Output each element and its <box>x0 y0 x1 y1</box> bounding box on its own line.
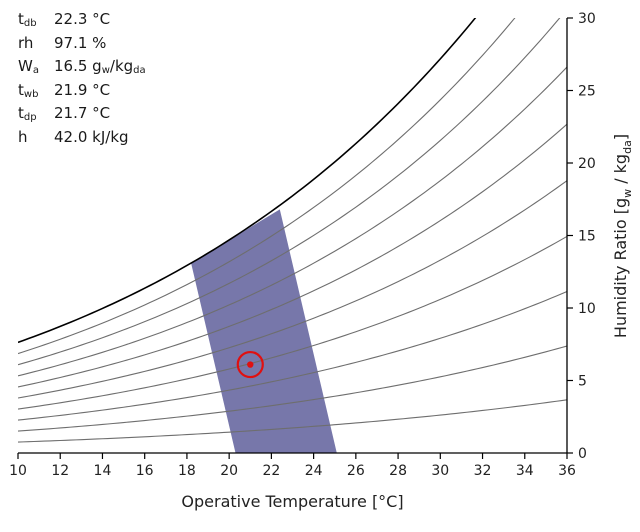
state-point-layer <box>236 350 264 379</box>
y-axis-title-main: Humidity Ratio [g <box>611 198 630 338</box>
readout-value-w: 16.5 g <box>54 57 102 76</box>
readout-symbol: rh <box>18 32 54 56</box>
x-tick-label: 26 <box>347 463 365 479</box>
symbol-main: rh <box>18 33 34 52</box>
readout-value-tdp: 21.7 °C <box>54 104 111 123</box>
readout-symbol: tdb <box>18 8 54 36</box>
comfort-zone <box>191 209 337 453</box>
readout-row-tdp: tdp 21.7 °C <box>18 102 146 126</box>
unit-mid: /kg <box>109 57 134 76</box>
symbol-sub: a <box>32 65 39 77</box>
readout-row-twb: twb 21.9 °C <box>18 79 146 103</box>
symbol-sub: db <box>23 18 37 29</box>
symbol-sub: wb <box>23 88 39 100</box>
x-tick-label: 18 <box>178 463 196 479</box>
rh-curve-10 <box>18 399 567 443</box>
x-tick-label: 28 <box>389 463 407 479</box>
symbol-main: t <box>18 80 24 99</box>
x-tick-label: 10 <box>9 463 27 479</box>
readout-value-rh: 97.1 % <box>54 33 107 52</box>
symbol-sub: dp <box>23 112 37 124</box>
readout-value-twb: 21.9 °C <box>54 80 111 99</box>
readout-row-tdb: tdb 22.3 °C <box>18 8 146 32</box>
x-axis-title: Operative Temperature [°C] <box>181 492 403 511</box>
y-axis-title: Humidity Ratio [gw / kgda] <box>611 134 634 338</box>
rh-curve-30 <box>18 291 567 421</box>
y-tick-label: 0 <box>578 446 587 462</box>
symbol-main: h <box>18 127 28 146</box>
rh-curve-70 <box>18 66 567 377</box>
y-tick-label: 5 <box>578 374 587 390</box>
rh-curve-40 <box>18 235 567 410</box>
x-tick-label: 16 <box>136 463 154 479</box>
x-tick-label: 34 <box>516 463 534 479</box>
x-tick-label: 22 <box>262 463 280 479</box>
y-axis-title-mid: / kg <box>611 154 630 189</box>
readout-symbol: h <box>18 126 54 150</box>
x-tick-label: 32 <box>474 463 492 479</box>
x-tick-label: 14 <box>94 463 112 479</box>
state-readout-panel: tdb 22.3 °C rh 97.1 % Wa 16.5 gw/kgda twb 21… <box>18 8 146 150</box>
comfort-zone-layer <box>191 209 337 453</box>
readout-symbol: Wa <box>18 55 54 83</box>
symbol-main: t <box>18 10 24 28</box>
readout-symbol: twb <box>18 79 54 107</box>
readout-row-h: h 42.0 kJ/kg <box>18 126 146 150</box>
saturation-curve <box>18 18 477 344</box>
y-tick-label: 15 <box>578 229 596 245</box>
rh-curve-20 <box>18 345 567 432</box>
readout-row-rh: rh 97.1 % <box>18 32 146 56</box>
y-tick-label: 30 <box>578 11 596 27</box>
rh-curves-layer <box>18 18 567 443</box>
symbol-main: W <box>18 57 33 76</box>
x-tick-label: 12 <box>51 463 69 479</box>
readout-symbol: tdp <box>18 102 54 130</box>
unit-sub-w: w <box>101 65 110 77</box>
rh-curve-60 <box>18 123 567 388</box>
readout-row-w: Wa 16.5 gw/kgda <box>18 55 146 79</box>
x-tick-label: 20 <box>220 463 238 479</box>
axes-layer: 10 12 14 16 18 20 22 24 26 28 30 32 34 360 5 10 15 20 25 30 <box>9 11 596 479</box>
y-axis-title-sub2: da <box>621 140 634 154</box>
unit-sub-da: da <box>133 65 146 77</box>
rh-curve-50 <box>18 180 567 399</box>
state-point-ring <box>236 350 264 379</box>
x-tick-label: 36 <box>558 463 576 479</box>
y-axis-title-end: ] <box>611 134 630 140</box>
rh-curve-80 <box>18 18 561 366</box>
rh-curve-90 <box>18 18 516 355</box>
y-tick-label: 25 <box>578 84 596 100</box>
readout-value-h: 42.0 kJ/kg <box>54 127 129 146</box>
y-axis-title-sub1: w <box>621 189 634 198</box>
x-tick-label: 30 <box>431 463 449 479</box>
readout-value-tdb: 22.3 °C <box>54 10 111 28</box>
x-tick-label: 24 <box>305 463 323 479</box>
state-point-dot <box>247 361 254 368</box>
y-tick-label: 10 <box>578 301 596 317</box>
symbol-main: t <box>18 104 24 123</box>
y-tick-label: 20 <box>578 156 596 172</box>
